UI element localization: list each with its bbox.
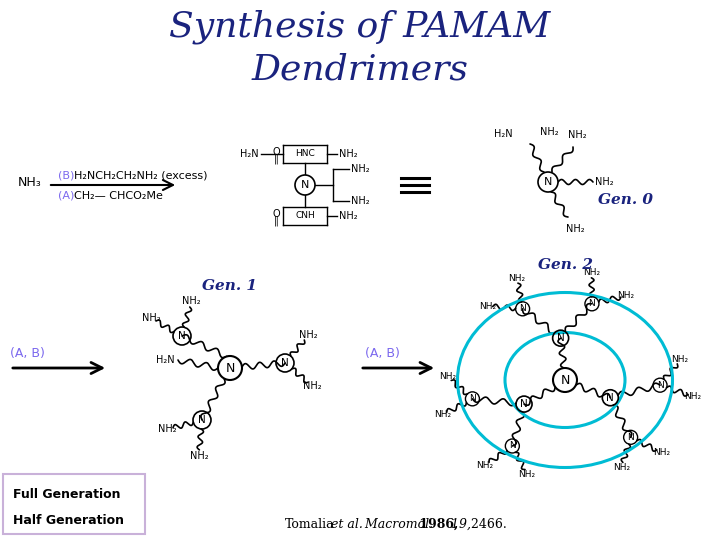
Text: NH₂: NH₂ xyxy=(653,448,670,457)
Text: Macromol.: Macromol. xyxy=(361,517,433,530)
Text: N: N xyxy=(198,415,206,425)
Text: H₂N: H₂N xyxy=(495,129,513,139)
Text: Gen. 0: Gen. 0 xyxy=(598,193,653,207)
Text: NH₂: NH₂ xyxy=(303,381,322,391)
Text: N: N xyxy=(560,374,570,387)
Text: N: N xyxy=(606,393,614,403)
Text: N: N xyxy=(225,361,235,375)
FancyBboxPatch shape xyxy=(3,474,145,534)
Text: Tomalia: Tomalia xyxy=(285,517,335,530)
Text: NH₂: NH₂ xyxy=(595,177,613,187)
Text: Half Generation: Half Generation xyxy=(13,514,124,526)
Text: NH₂: NH₂ xyxy=(182,296,201,306)
Text: (A): (A) xyxy=(58,191,74,201)
Text: N: N xyxy=(509,442,516,450)
Text: N: N xyxy=(520,399,528,409)
Text: N: N xyxy=(519,305,526,313)
Text: NH₂: NH₂ xyxy=(189,451,208,461)
Text: NH₂: NH₂ xyxy=(480,302,496,310)
Text: NH₂: NH₂ xyxy=(339,211,358,221)
Text: NH₂: NH₂ xyxy=(684,392,701,401)
Text: NH₂: NH₂ xyxy=(613,463,630,472)
Text: N: N xyxy=(301,180,309,190)
Text: O: O xyxy=(272,209,280,219)
Circle shape xyxy=(538,172,558,192)
Text: Gen. 1: Gen. 1 xyxy=(202,279,258,293)
Text: NH₂: NH₂ xyxy=(299,330,318,340)
Text: NH₂: NH₂ xyxy=(434,410,451,420)
Circle shape xyxy=(553,368,577,392)
Text: NH₃: NH₃ xyxy=(18,177,42,190)
Text: HNC: HNC xyxy=(295,150,315,159)
Text: NH₂: NH₂ xyxy=(540,127,559,137)
Text: (A, B): (A, B) xyxy=(364,348,400,361)
Text: NH₂: NH₂ xyxy=(508,274,526,283)
Text: ‖: ‖ xyxy=(274,216,279,226)
Text: NH₂: NH₂ xyxy=(351,164,369,174)
Text: NH₂: NH₂ xyxy=(518,470,536,478)
Text: N: N xyxy=(469,394,476,403)
Text: NH₂: NH₂ xyxy=(617,291,634,300)
Text: H₂N: H₂N xyxy=(156,355,175,365)
Text: N: N xyxy=(178,331,186,341)
Text: Dendrimers: Dendrimers xyxy=(251,52,469,86)
Text: NH₂: NH₂ xyxy=(339,149,358,159)
Text: Gen. 2: Gen. 2 xyxy=(538,258,593,272)
Text: ‖: ‖ xyxy=(274,154,279,164)
Text: N: N xyxy=(281,358,289,368)
Text: H₂N: H₂N xyxy=(240,149,259,159)
Text: N: N xyxy=(557,333,564,343)
Text: (B): (B) xyxy=(58,171,74,181)
Text: O: O xyxy=(272,147,280,157)
Text: NH₂: NH₂ xyxy=(672,355,689,364)
Text: CH₂— CHCO₂Me: CH₂— CHCO₂Me xyxy=(74,191,163,201)
Text: CNH: CNH xyxy=(295,212,315,220)
Text: NH₂: NH₂ xyxy=(351,196,369,206)
Text: 2466.: 2466. xyxy=(467,517,507,530)
Text: et al.: et al. xyxy=(331,517,363,530)
Circle shape xyxy=(295,175,315,195)
Text: H₂NCH₂CH₂NH₂ (excess): H₂NCH₂CH₂NH₂ (excess) xyxy=(74,171,207,181)
Text: NH₂: NH₂ xyxy=(439,373,456,381)
Text: NH₂: NH₂ xyxy=(566,224,585,234)
Text: Full Generation: Full Generation xyxy=(13,488,120,501)
Text: NH₂: NH₂ xyxy=(582,268,600,278)
Text: NH₂: NH₂ xyxy=(568,130,587,140)
Text: N: N xyxy=(588,299,595,308)
Text: Synthesis of PAMAM: Synthesis of PAMAM xyxy=(169,10,551,44)
Text: NH₂: NH₂ xyxy=(477,461,494,470)
Text: NH₂: NH₂ xyxy=(158,424,176,434)
Circle shape xyxy=(218,356,242,380)
Text: N: N xyxy=(544,177,552,187)
Text: 1986,: 1986, xyxy=(415,517,459,530)
Text: N: N xyxy=(657,381,663,390)
Text: N: N xyxy=(627,433,634,442)
Text: NH₂: NH₂ xyxy=(142,313,160,323)
Text: (A, B): (A, B) xyxy=(10,348,45,361)
Text: 19,: 19, xyxy=(447,517,471,530)
